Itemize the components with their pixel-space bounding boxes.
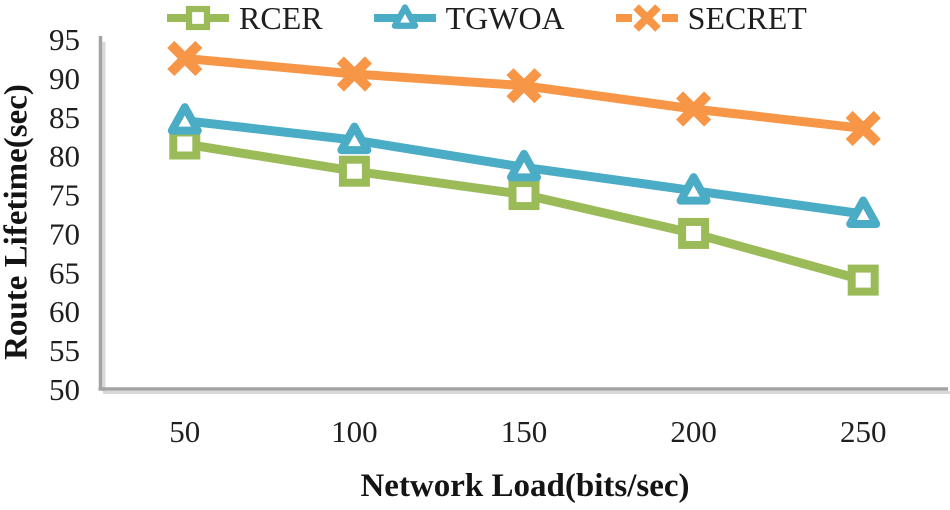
y-tick-label-90: 90 xyxy=(49,61,80,96)
legend-label-RCER: RCER xyxy=(239,0,323,36)
legend-item-TGWOA: TGWOA xyxy=(373,1,565,35)
legend-marker-square-icon xyxy=(167,5,229,31)
y-tick-label-55: 55 xyxy=(49,333,80,368)
y-tick-label-50: 50 xyxy=(49,372,80,407)
x-tick-label-50: 50 xyxy=(169,414,200,449)
legend-label-SECRET: SECRET xyxy=(687,0,807,36)
y-tick-label-85: 85 xyxy=(49,100,80,135)
y-tick-label-70: 70 xyxy=(49,216,80,251)
x-tick-label-200: 200 xyxy=(670,414,717,449)
x-tick-label-100: 100 xyxy=(331,414,378,449)
marker-RCER-50 xyxy=(169,128,201,160)
legend-glyph-RCER xyxy=(185,5,211,31)
chart-legend: RCER TGWOA SECRET xyxy=(166,0,807,36)
marker-TGWOA-50 xyxy=(167,103,202,135)
y-tick-label-60: 60 xyxy=(49,294,80,329)
y-tick-label-75: 75 xyxy=(49,178,80,213)
marker-RCER-200 xyxy=(678,217,710,249)
y-axis-title: Route Lifetime(sec) xyxy=(0,84,35,360)
legend-marker-x-icon xyxy=(615,4,678,32)
marker-SECRET-100 xyxy=(336,56,372,92)
marker-TGWOA-200 xyxy=(676,173,711,205)
marker-TGWOA-150 xyxy=(507,149,541,182)
marker-SECRET-200 xyxy=(676,91,712,127)
x-axis-title: Network Load(bits/sec) xyxy=(360,468,690,504)
y-tick-label-65: 65 xyxy=(49,255,80,290)
legend-glyph-TGWOA xyxy=(391,4,418,29)
legend-item-SECRET: SECRET xyxy=(615,1,807,35)
marker-SECRET-150 xyxy=(506,68,542,104)
series-line-SECRET xyxy=(184,53,864,133)
y-tick-label-80: 80 xyxy=(49,139,80,174)
marker-RCER-150 xyxy=(508,179,540,211)
x-tick-label-150: 150 xyxy=(501,414,548,449)
marker-TGWOA-100 xyxy=(337,122,372,155)
legend-glyph-SECRET xyxy=(632,4,661,32)
marker-SECRET-50 xyxy=(167,40,203,77)
y-tick-label-95: 95 xyxy=(49,22,80,57)
marker-RCER-250 xyxy=(847,264,879,296)
legend-marker-triangle-icon xyxy=(373,4,436,29)
x-tick-label-250: 250 xyxy=(840,414,887,449)
marker-TGWOA-250 xyxy=(846,196,881,228)
legend-label-TGWOA: TGWOA xyxy=(445,0,565,36)
marker-RCER-100 xyxy=(338,155,370,187)
marker-SECRET-250 xyxy=(845,110,881,147)
legend-item-RCER: RCER xyxy=(166,1,323,35)
